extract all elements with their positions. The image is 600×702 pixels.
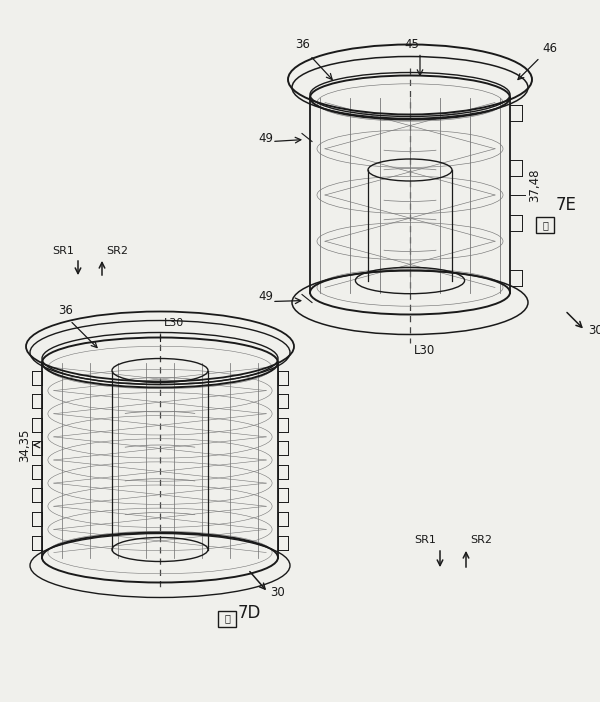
- Text: 7D: 7D: [238, 604, 262, 621]
- Text: L30: L30: [414, 345, 435, 357]
- Bar: [536, 217, 554, 233]
- Text: 34,35: 34,35: [18, 428, 31, 462]
- Text: 36: 36: [58, 305, 73, 317]
- Text: SR2: SR2: [106, 246, 128, 256]
- Text: 49: 49: [258, 133, 273, 145]
- Text: L30: L30: [164, 317, 184, 328]
- Text: 45: 45: [404, 37, 419, 51]
- Text: 36: 36: [295, 37, 310, 51]
- Text: 7E: 7E: [556, 196, 577, 214]
- Text: SR1: SR1: [414, 535, 436, 545]
- Text: SR2: SR2: [470, 535, 492, 545]
- Text: Ⓡ: Ⓡ: [542, 220, 548, 230]
- Text: 46: 46: [542, 41, 557, 55]
- Text: 30: 30: [270, 585, 285, 599]
- Text: 30: 30: [588, 324, 600, 338]
- Text: SR1: SR1: [52, 246, 74, 256]
- Text: 49: 49: [258, 291, 273, 303]
- Bar: [218, 611, 236, 626]
- Text: Ⓡ: Ⓡ: [224, 614, 230, 623]
- Text: 37,48: 37,48: [528, 168, 541, 201]
